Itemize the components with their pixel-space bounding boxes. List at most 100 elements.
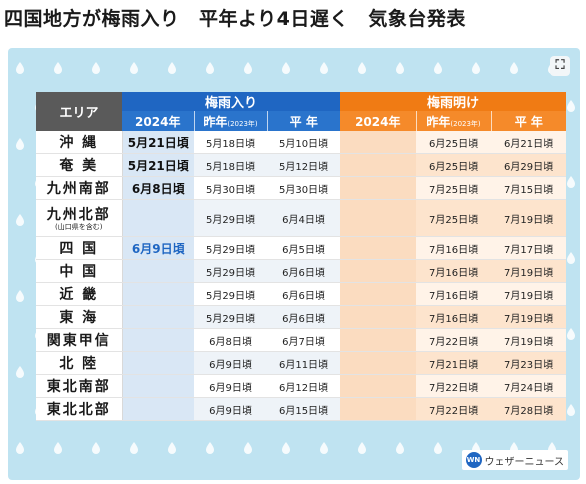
expand-icon[interactable]: ⛶ xyxy=(550,56,570,76)
tsuyu-ake-average-cell: 7月19日頃 xyxy=(491,259,567,283)
raindrop-icon xyxy=(282,442,290,454)
tsuyu-iri-2023-cell: 5月29日頃 xyxy=(194,199,267,237)
page-title: 四国地方が梅雨入り 平年より4日遅く 気象台発表 xyxy=(4,8,466,30)
raindrop-icon xyxy=(244,62,252,74)
tsuyu-ake-2024-cell xyxy=(340,282,417,306)
region-cell: 北 陸 xyxy=(36,351,123,375)
col-2024-in: 2024年 xyxy=(122,111,194,131)
tsuyu-iri-average-cell: 6月11日頃 xyxy=(267,351,341,375)
tsuyu-ake-2023-cell: 7月16日頃 xyxy=(416,282,492,306)
table-row: 東北北部 6月9日頃 6月15日頃 7月22日頃 7月28日頃 xyxy=(36,397,567,421)
col-last-year-in: 昨年(2023年) xyxy=(193,111,267,131)
raindrop-icon xyxy=(358,62,366,74)
table-row: 九州北部 (山口県を含む) 5月29日頃 6月4日頃 7月25日頃 7月19日頃 xyxy=(36,199,567,237)
area-header: エリア xyxy=(36,92,122,131)
raindrop-icon xyxy=(16,138,24,150)
raindrop-icon xyxy=(16,290,24,302)
table-row: 四 国 6月9日頃 5月29日頃 6月5日頃 7月16日頃 7月17日頃 xyxy=(36,236,567,260)
region-cell: 中 国 xyxy=(36,259,123,283)
tsuyu-ake-2024-cell xyxy=(340,131,417,154)
tsuyu-ake-2024-cell xyxy=(340,236,417,260)
tsuyu-ake-average-cell: 7月19日頃 xyxy=(491,305,567,329)
tsuyu-iri-2023-cell: 5月29日頃 xyxy=(194,259,267,283)
region-note: (山口県を含む) xyxy=(55,223,103,231)
raindrop-icon xyxy=(130,442,138,454)
raindrop-icon xyxy=(168,62,176,74)
tsuyu-iri-average-cell: 5月30日頃 xyxy=(267,176,341,200)
tsuyu-ake-average-cell: 7月24日頃 xyxy=(491,374,567,398)
tsuyu-iri-header: 梅雨入り xyxy=(122,92,341,111)
tsuyu-iri-2023-cell: 6月9日頃 xyxy=(194,351,267,375)
tsuyu-iri-2023-cell: 5月29日頃 xyxy=(194,236,267,260)
region-cell: 東北南部 xyxy=(36,374,123,398)
raindrop-icon xyxy=(16,62,24,74)
raindrop-icon xyxy=(168,442,176,454)
col-last-year-out: 昨年(2023年) xyxy=(415,111,492,131)
tsuyu-ake-2023-cell: 7月25日頃 xyxy=(416,176,492,200)
tsuyu-iri-2023-cell: 5月30日頃 xyxy=(194,176,267,200)
tsuyu-iri-2024-cell xyxy=(122,199,194,237)
region-cell: 東 海 xyxy=(36,305,123,329)
tsuyu-ake-2023-cell: 6月25日頃 xyxy=(416,131,492,154)
tsuyu-iri-average-cell: 6月5日頃 xyxy=(267,236,341,260)
raindrop-icon xyxy=(92,62,100,74)
tsuyu-ake-average-cell: 7月15日頃 xyxy=(491,176,567,200)
raindrop-icon xyxy=(567,100,575,112)
tsuyu-ake-2024-cell xyxy=(340,397,417,421)
tsuyu-ake-average-cell: 6月29日頃 xyxy=(491,153,567,177)
tsuyu-ake-2023-cell: 7月22日頃 xyxy=(416,397,492,421)
tsuyu-iri-2023-cell: 5月18日頃 xyxy=(194,153,267,177)
table-row: 中 国 5月29日頃 6月6日頃 7月16日頃 7月19日頃 xyxy=(36,259,567,283)
region-cell: 奄 美 xyxy=(36,153,123,177)
raindrop-icon xyxy=(510,62,518,74)
tsuyu-iri-2023-cell: 6月9日頃 xyxy=(194,374,267,398)
tsuyu-iri-average-cell: 5月12日頃 xyxy=(267,153,341,177)
tsuyu-iri-average-cell: 6月7日頃 xyxy=(267,328,341,352)
raindrop-icon xyxy=(16,442,24,454)
tsuyu-iri-average-cell: 6月12日頃 xyxy=(267,374,341,398)
raindrop-icon xyxy=(320,62,328,74)
tsuyu-iri-average-cell: 6月6日頃 xyxy=(267,259,341,283)
raindrop-icon xyxy=(206,442,214,454)
tsuyu-ake-2023-cell: 7月16日頃 xyxy=(416,259,492,283)
tsuyu-iri-2024-cell: 6月8日頃 xyxy=(122,176,194,200)
region-cell: 九州北部 (山口県を含む) xyxy=(36,199,123,237)
tsuyu-iri-2023-cell: 6月8日頃 xyxy=(194,328,267,352)
tsuyu-ake-2024-cell xyxy=(340,176,417,200)
region-cell: 沖 縄 xyxy=(36,131,123,154)
tsuyu-ake-2024-cell xyxy=(340,328,417,352)
infographic: ⛶ エリア 梅雨入り 梅雨明け 2024年 昨年(2023年) 平 年 2024… xyxy=(8,48,580,480)
table-row: 東 海 5月29日頃 6月6日頃 7月16日頃 7月19日頃 xyxy=(36,305,567,329)
tsuyu-iri-2024-cell xyxy=(122,259,194,283)
tsuyu-iri-2023-cell: 5月29日頃 xyxy=(194,305,267,329)
tsuyu-iri-2024-cell xyxy=(122,374,194,398)
logo-mark-icon: WN xyxy=(465,452,482,468)
table-row: 沖 縄 5月21日頃 5月18日頃 5月10日頃 6月25日頃 6月21日頃 xyxy=(36,131,567,154)
raindrop-icon xyxy=(396,442,404,454)
table-row: 北 陸 6月9日頃 6月11日頃 7月21日頃 7月23日頃 xyxy=(36,351,567,375)
tsuyu-ake-2023-cell: 7月22日頃 xyxy=(416,374,492,398)
tsuyu-ake-2023-cell: 7月16日頃 xyxy=(416,236,492,260)
logo-text: ウェザーニュース xyxy=(484,456,565,468)
tsuyu-table: エリア 梅雨入り 梅雨明け 2024年 昨年(2023年) 平 年 2024年 … xyxy=(36,92,567,421)
tsuyu-ake-2023-cell: 7月25日頃 xyxy=(416,199,492,237)
tsuyu-ake-average-cell: 7月17日頃 xyxy=(491,236,567,260)
region-cell: 東北北部 xyxy=(36,397,123,421)
col-average-in: 平 年 xyxy=(266,111,341,131)
tsuyu-iri-average-cell: 6月6日頃 xyxy=(267,305,341,329)
tsuyu-iri-2024-cell xyxy=(122,282,194,306)
tsuyu-ake-2024-cell xyxy=(340,259,417,283)
tsuyu-iri-2023-cell: 5月29日頃 xyxy=(194,282,267,306)
raindrop-icon xyxy=(54,442,62,454)
tsuyu-ake-2024-cell xyxy=(340,153,417,177)
raindrop-icon xyxy=(16,366,24,378)
tsuyu-iri-2024-cell xyxy=(122,328,194,352)
raindrop-icon xyxy=(567,328,575,340)
raindrop-icon xyxy=(92,442,100,454)
raindrop-icon xyxy=(434,442,442,454)
table-row: 関東甲信 6月8日頃 6月7日頃 7月22日頃 7月19日頃 xyxy=(36,328,567,352)
raindrop-icon xyxy=(244,442,252,454)
tsuyu-iri-2023-cell: 5月18日頃 xyxy=(194,131,267,154)
raindrop-icon xyxy=(567,404,575,416)
tsuyu-iri-2024-cell xyxy=(122,351,194,375)
